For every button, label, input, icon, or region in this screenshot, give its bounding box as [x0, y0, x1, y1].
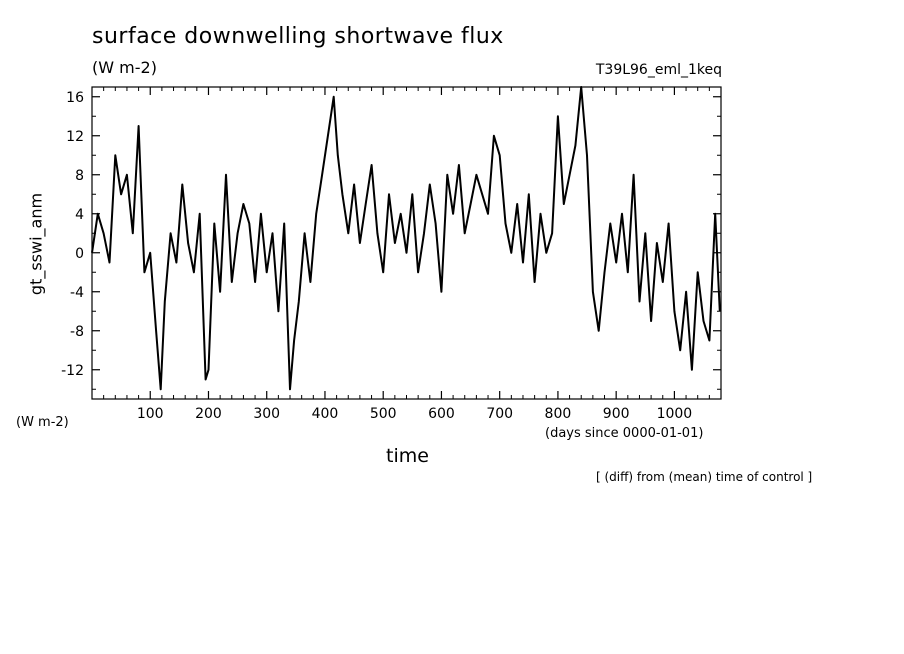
x-tick-label: 800 [545, 406, 572, 422]
y-tick-label: 8 [75, 168, 84, 184]
experiment-label: T39L96_eml_1keq [595, 62, 722, 78]
y-units-label: (W m-2) [16, 415, 69, 430]
x-tick-label: 700 [486, 406, 513, 422]
units-label: (W m-2) [92, 58, 157, 77]
x-tick-label: 900 [603, 406, 630, 422]
y-tick-label: 12 [66, 129, 84, 145]
y-tick-label: 0 [75, 246, 84, 262]
y-tick-label: 16 [66, 90, 84, 106]
y-axis-label: gt_sswi_anm [26, 192, 46, 296]
x-tick-label: 300 [253, 406, 280, 422]
chart-title: surface downwelling shortwave flux [92, 24, 504, 49]
x-tick-label: 400 [312, 406, 339, 422]
x-axis-label: time [386, 445, 429, 467]
y-tick-label: -12 [61, 363, 84, 379]
y-tick-label: -4 [70, 285, 84, 301]
series-line [91, 86, 721, 391]
x-tick-label: 500 [370, 406, 397, 422]
y-tick-label: 4 [75, 207, 84, 223]
y-tick-label: -8 [70, 324, 84, 340]
footnote: [ (diff) from (mean) time of control ] [596, 470, 813, 484]
x-tick-label: 600 [428, 406, 455, 422]
x-tick-label: 1000 [657, 406, 693, 422]
x-tick-label: 100 [137, 406, 164, 422]
x-tick-label: 200 [195, 406, 222, 422]
x-units-label: (days since 0000-01-01) [545, 426, 704, 441]
